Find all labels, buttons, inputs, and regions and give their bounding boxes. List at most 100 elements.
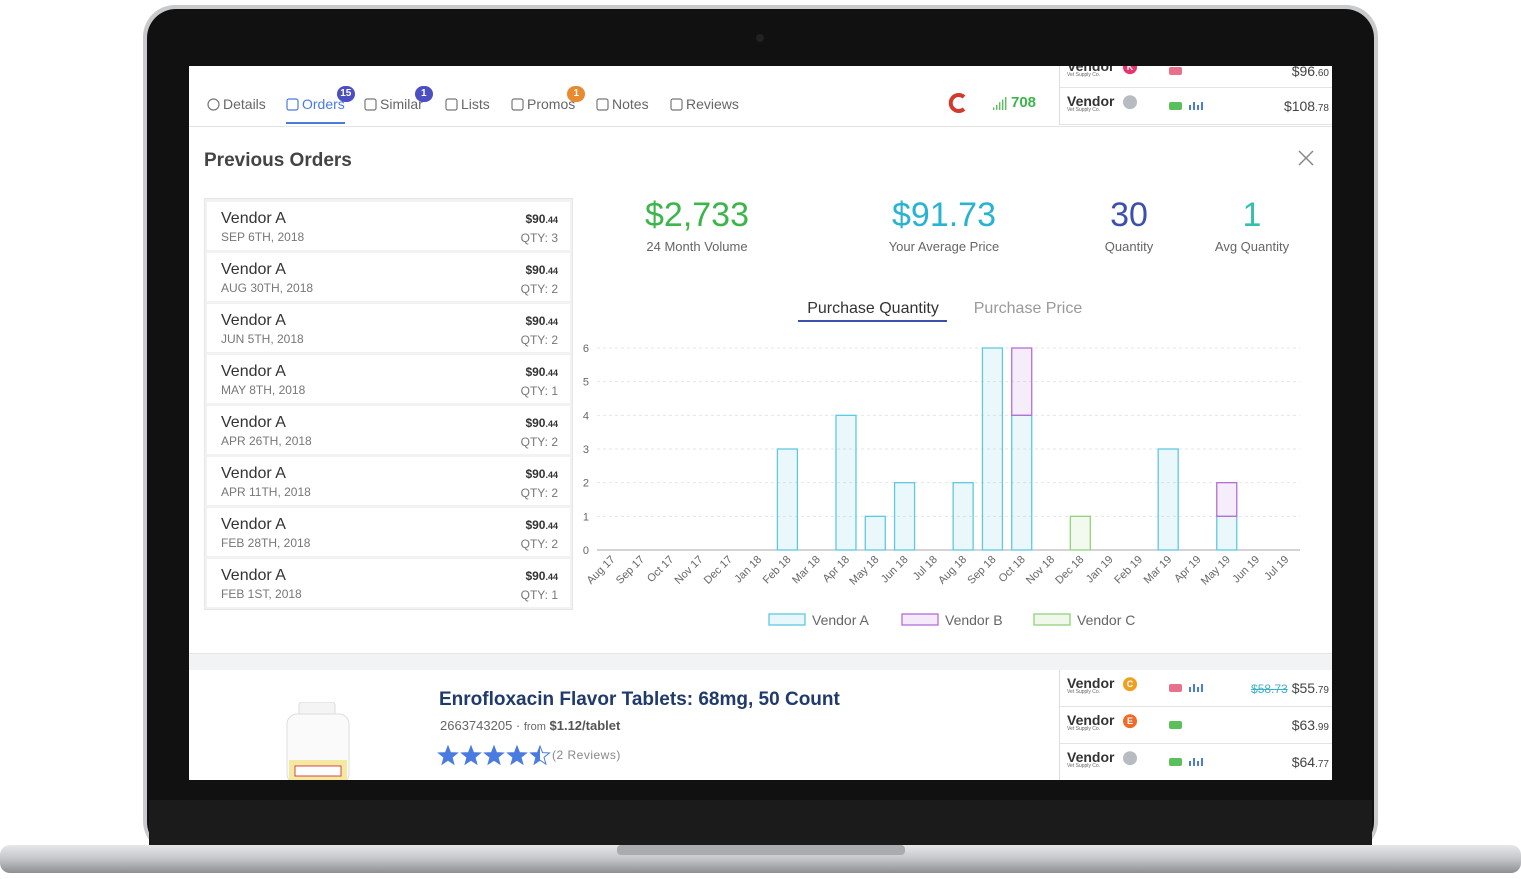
stat-value: $91.73 — [892, 196, 996, 234]
order-row[interactable]: Vendor A JUN 5TH, 2018 $90.44 QTY: 2 — [207, 304, 570, 352]
truck — [1169, 102, 1182, 110]
vendor-name: Vendor — [1067, 749, 1115, 766]
bar — [952, 482, 974, 551]
shipping-icons — [1169, 66, 1182, 75]
tab[interactable]: Promos 1 — [511, 86, 586, 112]
truck — [1169, 758, 1182, 766]
tab[interactable]: Lists — [445, 96, 490, 112]
base — [0, 845, 1521, 873]
cents: .44 — [545, 572, 558, 582]
tab-icon — [596, 97, 609, 111]
x-tick-label: Aug 18 — [936, 554, 969, 587]
x-tick-label: Mar 18 — [790, 554, 823, 587]
bar-icon — [1193, 758, 1195, 766]
order-date: APR 11TH, 2018 — [221, 485, 311, 499]
order-price: $90.44 — [525, 365, 558, 379]
shipping-icons — [1169, 102, 1203, 110]
vendor-name: Vendor — [1067, 712, 1115, 729]
icon-bar — [996, 104, 998, 110]
icon-bar — [999, 102, 1001, 110]
notch — [617, 845, 905, 855]
tab-badge: 15 — [336, 86, 355, 102]
tab[interactable]: Orders 15 — [286, 86, 355, 124]
order-price: $90.44 — [525, 212, 558, 226]
order-vendor: Vendor A — [221, 414, 286, 431]
chart-tab[interactable]: Purchase Price — [973, 300, 1083, 317]
review-count[interactable]: (2 Reviews) — [552, 748, 621, 762]
order-row[interactable]: Vendor A APR 11TH, 2018 $90.44 QTY: 2 — [207, 457, 570, 505]
icon-shape — [286, 97, 299, 111]
bar — [776, 448, 799, 551]
close-button[interactable] — [1297, 149, 1315, 167]
x-tick-label: Sep 17 — [614, 554, 647, 587]
tab[interactable]: Similar 1 — [364, 86, 433, 112]
order-qty: QTY: 3 — [520, 231, 558, 245]
order-qty: QTY: 2 — [520, 537, 558, 551]
x-tick-label: Oct 17 — [645, 554, 676, 585]
bar — [1011, 414, 1033, 551]
cents: .44 — [545, 266, 558, 276]
icon-shape — [364, 97, 377, 111]
bar — [1216, 515, 1238, 551]
icon-shape — [445, 97, 458, 111]
legend-swatch — [768, 613, 806, 626]
order-row[interactable]: Vendor A SEP 6TH, 2018 $90.44 QTY: 3 — [207, 202, 570, 250]
order-row[interactable]: Vendor A AUG 30TH, 2018 $90.44 QTY: 2 — [207, 253, 570, 301]
tab[interactable]: Notes — [596, 96, 649, 112]
product-title[interactable]: Enrofloxacin Flavor Tablets: 68mg, 50 Co… — [439, 689, 840, 710]
vendor-sub: Vet Supply Co. — [1067, 689, 1101, 696]
tab[interactable]: Reviews — [670, 96, 739, 112]
vendor-sub: Vet Supply Co. — [1067, 763, 1101, 770]
order-row[interactable]: Vendor A FEB 1ST, 2018 $90.44 QTY: 1 — [207, 559, 570, 607]
price: $90 — [525, 263, 546, 277]
star — [438, 746, 458, 765]
y-tick-label: 1 — [583, 511, 589, 523]
stat-value: $2,733 — [645, 196, 749, 234]
order-row[interactable]: Vendor A APR 26TH, 2018 $90.44 QTY: 2 — [207, 406, 570, 454]
order-vendor: Vendor A — [221, 312, 286, 329]
order-price: $90.44 — [525, 569, 558, 583]
icon-bar — [1005, 97, 1007, 110]
price: $96 — [1291, 66, 1316, 79]
shipping-icons — [1169, 721, 1182, 729]
cents: .44 — [545, 419, 558, 429]
bar-icon — [1201, 102, 1203, 110]
order-date: FEB 28TH, 2018 — [221, 536, 311, 550]
order-price: $90.44 — [525, 467, 558, 481]
tab-icon — [511, 97, 524, 111]
bar-icon — [1201, 758, 1203, 766]
order-date: APR 26TH, 2018 — [221, 434, 312, 448]
cents: .78 — [1315, 103, 1329, 114]
vendor-price: $96.60 — [1292, 66, 1329, 79]
order-qty: QTY: 2 — [520, 282, 558, 296]
bar — [1011, 347, 1033, 416]
sku: 2663743205 — [440, 718, 513, 733]
x-tick-label: May 19 — [1199, 554, 1233, 588]
cents: .79 — [1315, 685, 1329, 696]
tab[interactable]: Details — [207, 96, 266, 112]
x-tick-label: Dec 17 — [702, 554, 735, 587]
chart-tab[interactable]: Purchase Quantity — [807, 300, 939, 317]
vendor-sub: Vet Supply Co. — [1067, 71, 1101, 78]
vendor-logo: Vendor Vet Supply Co. — [1067, 749, 1137, 770]
unit-price: $1.12/tablet — [549, 718, 621, 733]
x-tick-label: Jan 18 — [732, 554, 764, 586]
bar-icon — [1193, 684, 1195, 692]
x-tick-label: Jan 19 — [1084, 554, 1116, 586]
order-row[interactable]: Vendor A FEB 28TH, 2018 $90.44 QTY: 2 — [207, 508, 570, 556]
price: $90 — [525, 314, 546, 328]
icon-shape — [207, 97, 220, 111]
shipping-icons — [1169, 684, 1203, 692]
vendor-logo: Vendor Vet Supply Co. C — [1067, 676, 1137, 696]
cents: .44 — [545, 215, 558, 225]
product-image — [286, 702, 350, 780]
logo-shape — [948, 93, 966, 113]
order-vendor: Vendor A — [221, 210, 286, 227]
order-row[interactable]: Vendor A MAY 8TH, 2018 $90.44 QTY: 1 — [207, 355, 570, 403]
order-qty: QTY: 2 — [520, 333, 558, 347]
vendor-price: $63.99 — [1292, 717, 1329, 733]
x-tick-label: Jun 19 — [1230, 554, 1262, 586]
price: $63 — [1291, 717, 1316, 733]
